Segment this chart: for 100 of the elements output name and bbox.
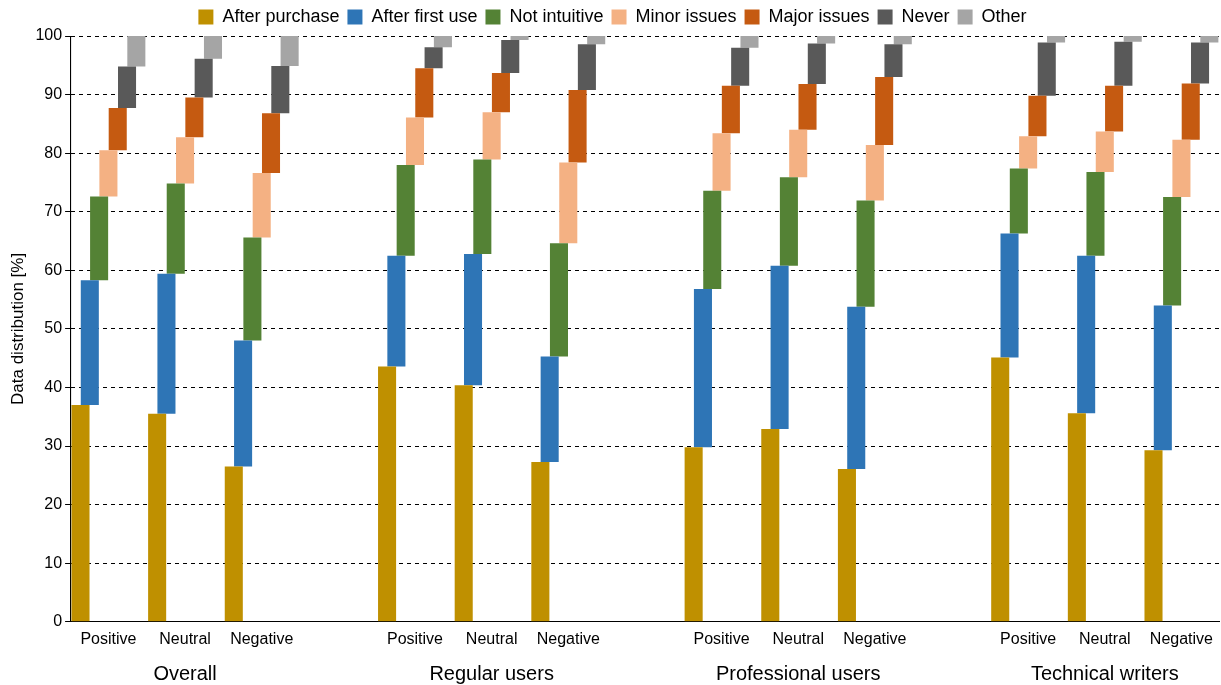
bar: [1163, 197, 1182, 306]
bar: [693, 289, 712, 448]
y-tick-label: 50: [44, 319, 63, 337]
bar: [703, 190, 722, 290]
bar: [798, 84, 817, 130]
x-tick-label: Negative: [843, 629, 907, 647]
x-tick-label: Neutral: [465, 629, 518, 647]
x-tick-label: Positive: [1000, 629, 1057, 647]
bar: [847, 306, 866, 469]
x-tick-label: Positive: [386, 629, 444, 647]
bar: [1086, 171, 1105, 256]
bar: [865, 144, 884, 201]
y-axis-title: Data distribution [%]: [7, 252, 27, 405]
x-tick-label: Positive: [693, 629, 750, 647]
bar: [1037, 42, 1056, 96]
bar: [1172, 139, 1191, 198]
bar: [243, 237, 262, 341]
bar: [577, 44, 596, 90]
y-tick-label: 80: [44, 143, 63, 161]
bar: [166, 183, 185, 274]
bar: [463, 253, 483, 386]
bar: [1200, 36, 1219, 43]
bar: [127, 36, 146, 67]
bar: [1114, 41, 1133, 86]
bar: [261, 113, 281, 174]
x-tick-label: Positive: [80, 629, 137, 647]
bar: [108, 108, 127, 151]
bar: [789, 129, 808, 178]
bar: [712, 133, 731, 191]
y-tick-label: 30: [44, 436, 63, 454]
y-tick-label: 70: [44, 202, 63, 220]
bar: [473, 159, 492, 254]
bar: [501, 40, 520, 73]
legend-label: Never: [901, 5, 950, 26]
bar: [1144, 450, 1163, 622]
bar: [1009, 168, 1028, 234]
bar: [770, 265, 789, 430]
bar: [405, 117, 425, 165]
bar: [90, 196, 109, 281]
text: Technical writers: [1030, 661, 1179, 684]
bar: [549, 243, 568, 357]
bar: [118, 66, 137, 109]
bar: [1077, 255, 1096, 414]
x-tick-label: Negative: [1149, 629, 1214, 647]
x-tick-label: Neutral: [1078, 629, 1131, 647]
bar: [424, 47, 443, 69]
legend-label: Other: [981, 5, 1027, 26]
y-tick-label: 10: [44, 553, 63, 571]
bar: [415, 68, 434, 118]
legend-label: After purchase: [222, 5, 340, 26]
bar: [1095, 131, 1114, 172]
bar: [1028, 95, 1047, 137]
bar: [817, 36, 836, 44]
bar: [454, 385, 473, 622]
y-tick-label: 0: [53, 612, 63, 630]
bar: [271, 65, 290, 114]
bar: [1067, 413, 1086, 622]
bar: [1153, 305, 1172, 451]
legend-label: Not intuitive: [509, 5, 604, 26]
bar: [157, 273, 176, 414]
bar: [875, 77, 894, 145]
x-tick-label: Negative: [230, 629, 294, 647]
bar: [378, 366, 397, 622]
legend-label: After first use: [371, 5, 478, 26]
bar: [684, 447, 703, 622]
bar: [991, 357, 1010, 622]
bar: [540, 356, 559, 462]
bar: [1019, 136, 1038, 169]
y-tick-label: 40: [44, 377, 63, 395]
bar: [148, 413, 167, 622]
bar: [71, 405, 90, 622]
bar: [807, 43, 826, 85]
bar: [721, 85, 740, 134]
bar: [1047, 36, 1066, 43]
bar: [224, 466, 243, 622]
bar: [893, 36, 912, 45]
bar: [779, 177, 798, 266]
bar: [234, 340, 253, 467]
bar: [1105, 85, 1124, 132]
y-tick-label: 20: [44, 495, 63, 513]
bar: [761, 429, 780, 622]
text: Professional users: [715, 661, 881, 684]
bar: [1000, 233, 1019, 358]
bar: [1181, 83, 1200, 140]
x-tick-label: Negative: [536, 629, 600, 647]
bar: [587, 36, 606, 45]
bar: [80, 280, 99, 406]
y-tick-label: 90: [44, 84, 63, 102]
bar: [280, 36, 299, 66]
x-tick-label: Neutral: [159, 629, 211, 647]
bar: [731, 47, 750, 86]
y-tick-label: 100: [35, 26, 63, 44]
bar: [482, 112, 501, 160]
bar: [837, 468, 856, 622]
bar: [387, 255, 406, 367]
bar: [176, 137, 195, 184]
bar: [531, 461, 550, 622]
x-tick-label: Neutral: [772, 629, 824, 647]
bar: [396, 164, 415, 256]
legend-label: Major issues: [768, 5, 870, 26]
